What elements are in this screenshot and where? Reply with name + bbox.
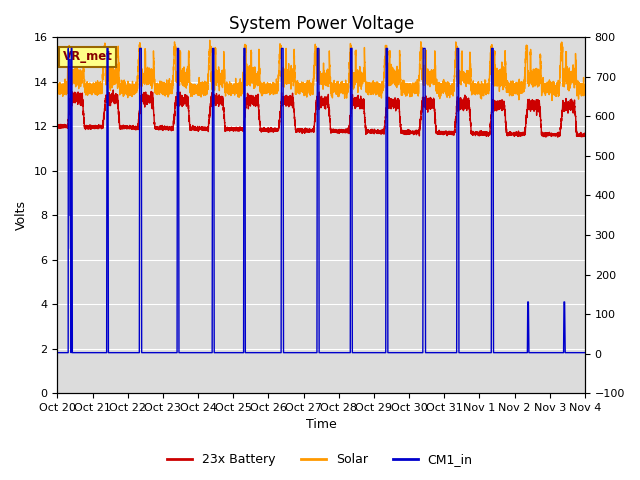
Legend: 23x Battery, Solar, CM1_in: 23x Battery, Solar, CM1_in bbox=[163, 448, 477, 471]
Y-axis label: Volts: Volts bbox=[15, 200, 28, 230]
X-axis label: Time: Time bbox=[306, 419, 337, 432]
Title: System Power Voltage: System Power Voltage bbox=[228, 15, 414, 33]
Text: VR_met: VR_met bbox=[63, 50, 113, 63]
